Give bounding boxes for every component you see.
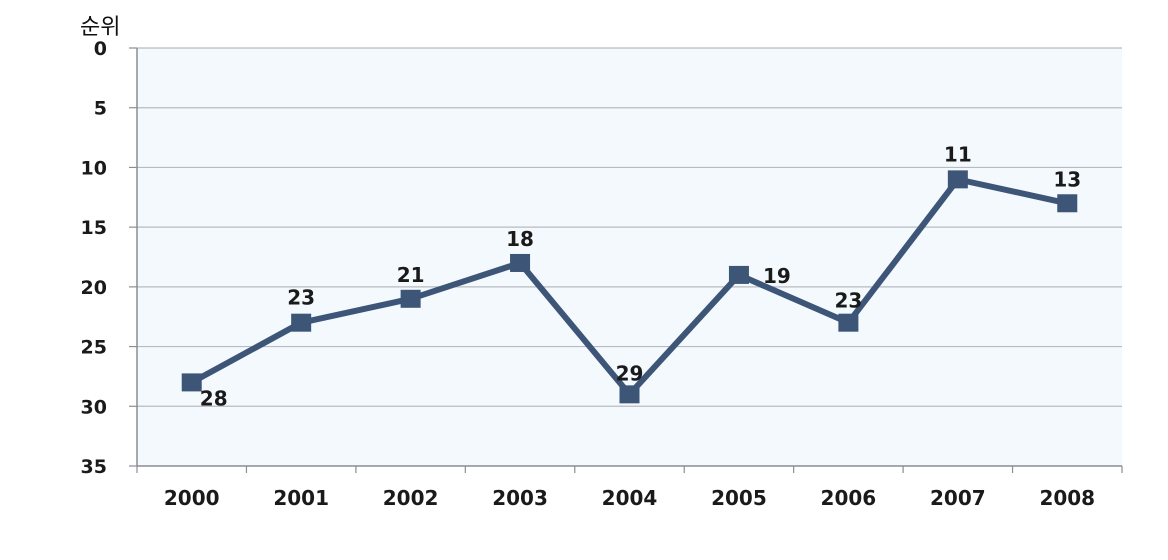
x-axis-ticks: [136, 466, 1123, 473]
data-point: [181, 373, 202, 392]
x-tick-label: 2006: [821, 486, 877, 510]
x-tick-label: 2001: [273, 486, 329, 510]
y-axis-title: 순위: [80, 15, 120, 40]
y-tick-label: 15: [81, 217, 107, 239]
data-label: 13: [1053, 167, 1081, 191]
data-label: 23: [287, 286, 315, 310]
data-point: [291, 313, 312, 332]
data-point: [400, 289, 421, 308]
data-point: [619, 385, 640, 404]
y-tick-label: 25: [81, 337, 107, 359]
x-tick-label: 2003: [492, 486, 548, 510]
data-markers: [181, 170, 1078, 404]
x-tick-label: 2008: [1039, 486, 1095, 510]
data-labels: 28 23 21 18 29 19 23 11 13: [200, 142, 1081, 410]
x-tick-labels: 2000 2001 2002 2003 2004 2005 2006 2007 2008: [164, 486, 1095, 510]
data-label: 19: [763, 264, 791, 288]
y-tick-labels: 0 5 10 15 20 25 30 35: [81, 38, 107, 478]
gridlines: [129, 47, 1122, 467]
y-tick-label: 0: [94, 38, 107, 60]
data-label: 29: [616, 361, 644, 385]
x-tick-label: 2002: [383, 486, 439, 510]
x-tick-label: 2000: [164, 486, 220, 510]
data-point: [838, 313, 859, 332]
data-label: 11: [944, 142, 972, 166]
y-tick-label: 10: [81, 157, 107, 179]
data-label: 18: [506, 227, 534, 251]
x-tick-label: 2007: [930, 486, 986, 510]
y-tick-label: 35: [81, 456, 107, 478]
data-label: 23: [834, 289, 862, 313]
y-tick-label: 30: [81, 396, 107, 418]
data-label: 28: [200, 386, 228, 410]
y-tick-label: 20: [81, 277, 107, 299]
data-point: [1057, 194, 1078, 213]
y-tick-label: 5: [94, 98, 107, 120]
data-point: [947, 170, 968, 189]
x-tick-label: 2004: [602, 486, 658, 510]
data-point: [510, 253, 531, 272]
x-tick-label: 2005: [711, 486, 767, 510]
data-point: [728, 265, 749, 284]
data-label: 21: [397, 263, 425, 287]
